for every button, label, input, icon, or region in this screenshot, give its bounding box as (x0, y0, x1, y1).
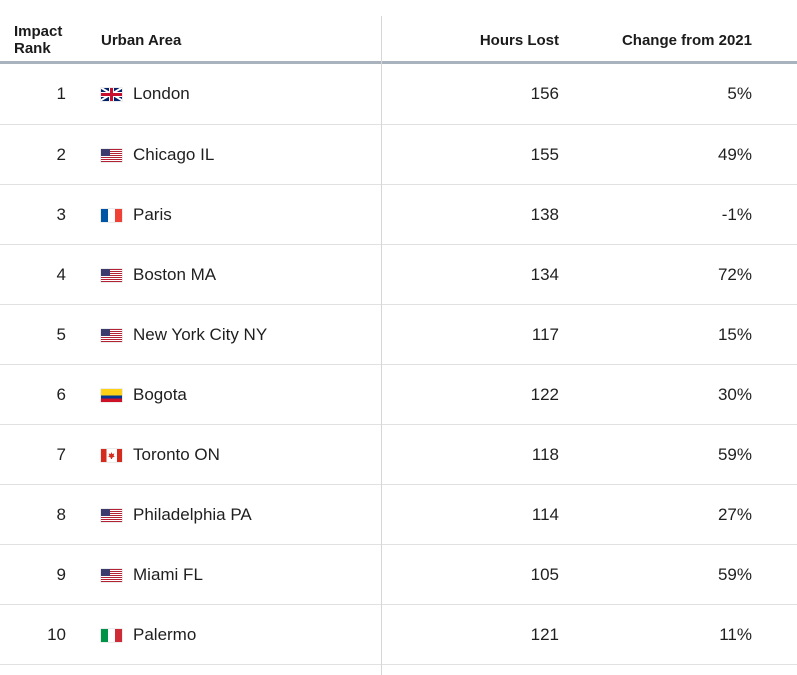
rank-cell: 2 (56, 145, 66, 164)
table-row: 10 Palermo 121 11% (0, 605, 797, 665)
hours-lost-cell: 121 (530, 625, 559, 644)
us-flag-icon (101, 269, 122, 282)
rank-cell: 7 (56, 445, 66, 464)
table-row: 1 London 156 5% (0, 64, 797, 125)
colombia-flag-icon (101, 389, 122, 402)
us-flag-icon (101, 569, 122, 582)
table-row: 5 New York City NY 117 15% (0, 305, 797, 365)
change-from-2021-cell: 11% (719, 625, 752, 644)
change-from-2021-cell: 30% (717, 385, 752, 404)
table-row: 3 Paris 138 -1% (0, 185, 797, 245)
rank-cell: 9 (56, 565, 66, 584)
hours-lost-cell: 105 (530, 565, 559, 584)
hours-lost-cell: 156 (530, 84, 559, 103)
us-flag-icon (101, 509, 122, 522)
urban-area-cell: Boston MA (133, 265, 217, 284)
change-from-2021-cell: 15% (717, 325, 752, 344)
table-row: 4 Boston MA 134 72% (0, 245, 797, 305)
rank-cell: 10 (47, 625, 66, 644)
change-from-2021-cell: -1% (721, 205, 752, 224)
rank-cell: 1 (56, 84, 66, 103)
urban-area-cell: Paris (133, 205, 172, 224)
urban-area-cell: London (133, 84, 190, 103)
uk-flag-icon (101, 88, 122, 101)
table-row: 9 Miami FL 105 59% (0, 545, 797, 605)
hours-lost-cell: 155 (530, 145, 559, 164)
urban-area-cell: Miami FL (133, 565, 203, 584)
change-from-2021-cell: 72% (717, 265, 752, 284)
rank-cell: 8 (56, 505, 66, 524)
change-from-2021-cell: 27% (717, 505, 752, 524)
table-body: 1 London 156 5% 2 Chicago IL 155 49% 3 Paris 138 -1… (0, 64, 797, 665)
canada-flag-icon (101, 449, 122, 462)
header-hours-lost[interactable]: Hours Lost (479, 32, 559, 49)
hours-lost-cell: 118 (531, 445, 559, 464)
hours-lost-cell: 117 (531, 325, 559, 344)
italy-flag-icon (101, 629, 122, 642)
hours-lost-cell: 134 (530, 265, 559, 284)
header-change-from-2021[interactable]: Change from 2021 (621, 32, 752, 49)
urban-area-cell: Toronto ON (133, 445, 220, 464)
us-flag-icon (101, 329, 122, 342)
hours-lost-cell: 114 (531, 505, 559, 524)
column-divider (381, 16, 382, 675)
urban-area-cell: Bogota (133, 385, 187, 404)
table-header: Impact Rank Urban Area Hours Lost Change… (0, 0, 797, 64)
header-impact-rank-line2: Rank (14, 40, 51, 57)
rank-cell: 4 (56, 265, 66, 284)
rank-cell: 3 (56, 205, 66, 224)
rank-cell: 6 (56, 385, 66, 404)
rank-cell: 5 (56, 325, 66, 344)
change-from-2021-cell: 5% (727, 84, 752, 103)
change-from-2021-cell: 59% (717, 565, 752, 584)
header-impact-rank-line1: Impact (14, 23, 63, 40)
urban-area-cell: Chicago IL (133, 145, 215, 164)
urban-area-cell: New York City NY (133, 325, 268, 344)
urban-area-cell: Palermo (133, 625, 197, 644)
france-flag-icon (101, 209, 122, 222)
urban-area-cell: Philadelphia PA (133, 505, 252, 524)
table-row: 8 Philadelphia PA 114 27% (0, 485, 797, 545)
change-from-2021-cell: 49% (717, 145, 752, 164)
change-from-2021-cell: 59% (717, 445, 752, 464)
header-impact-rank[interactable]: Impact Rank (14, 23, 74, 57)
table-row: 6 Bogota 122 30% (0, 365, 797, 425)
hours-lost-cell: 138 (530, 205, 559, 224)
header-urban-area[interactable]: Urban Area (101, 32, 182, 49)
hours-lost-cell: 122 (530, 385, 559, 404)
table-row: 7 Toronto ON 118 59% (0, 425, 797, 485)
table-row: 2 Chicago IL 155 49% (0, 125, 797, 185)
us-flag-icon (101, 149, 122, 162)
